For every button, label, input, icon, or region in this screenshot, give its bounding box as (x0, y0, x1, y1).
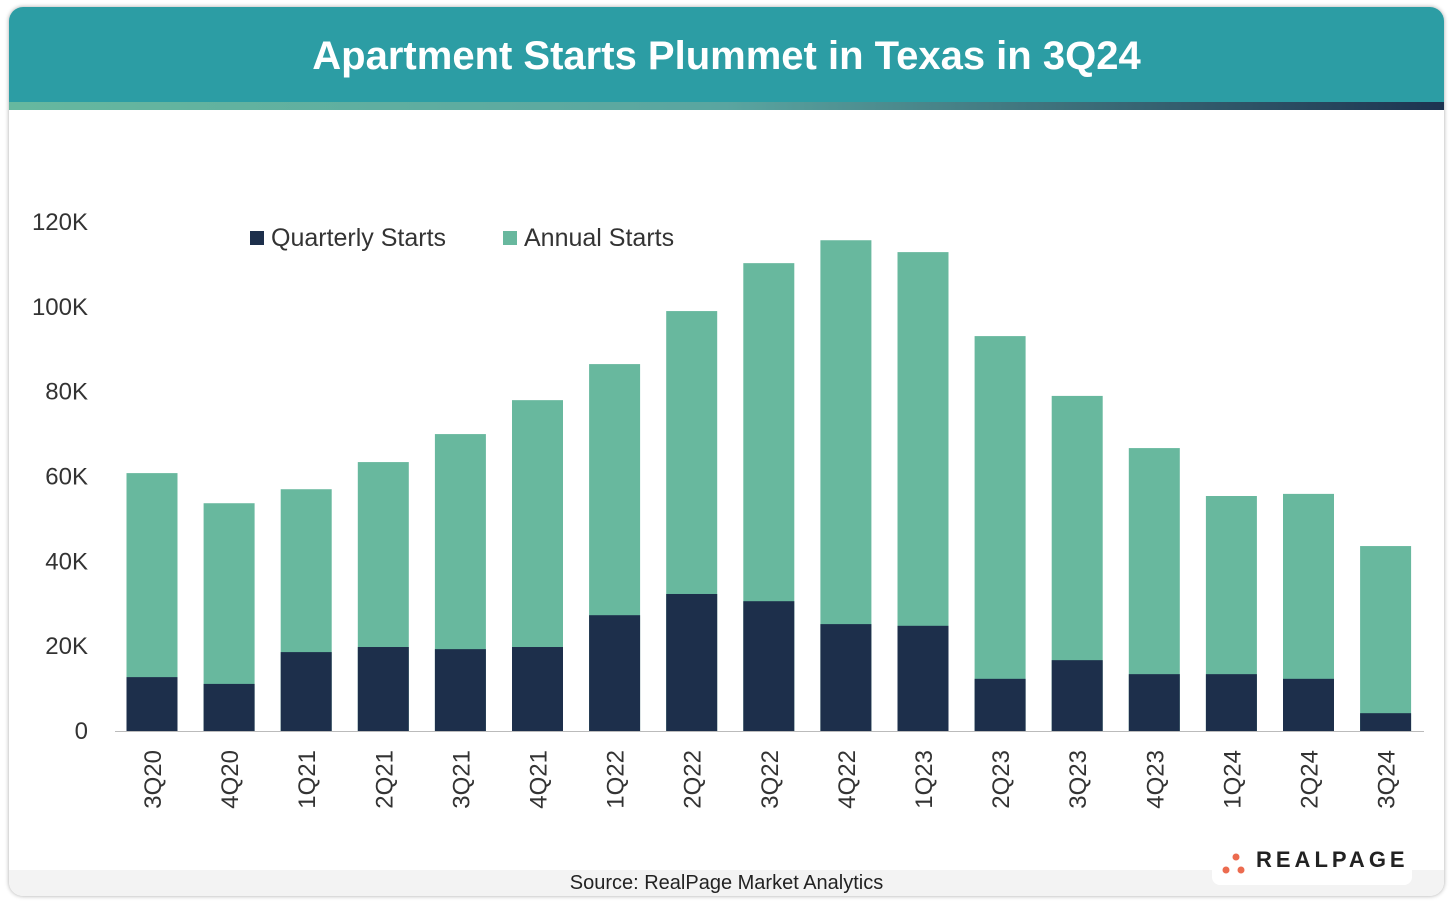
bar-quarterly-starts (666, 593, 718, 731)
x-tick-label: 1Q24 (1219, 750, 1246, 809)
y-tick-label: 80K (45, 379, 88, 406)
bar-quarterly-starts (820, 624, 872, 731)
bar-quarterly-starts (1360, 713, 1412, 731)
bar-quarterly-starts (743, 601, 795, 731)
bar-annual-starts (974, 336, 1026, 731)
x-tick-label: 3Q21 (448, 750, 475, 809)
footer-bar (9, 870, 1444, 896)
y-tick-label: 20K (45, 633, 88, 660)
x-tick-label: 4Q23 (1142, 750, 1169, 809)
bar-quarterly-starts (1205, 674, 1257, 731)
y-tick-label: 100K (32, 294, 88, 321)
x-tick-label: 4Q20 (217, 750, 244, 809)
logo-text: REALPAGE (1256, 847, 1409, 872)
y-tick-label: 0 (75, 718, 88, 745)
x-tick-label: 1Q22 (603, 750, 630, 809)
source-note: Source: RealPage Market Analytics (569, 872, 884, 894)
bar-quarterly-starts (1283, 678, 1334, 731)
x-tick-label: 3Q23 (1065, 750, 1092, 809)
bar-quarterly-starts (434, 649, 486, 731)
bar-quarterly-starts (203, 683, 255, 731)
bar-annual-starts (1360, 546, 1412, 731)
x-tick-label: 3Q24 (1374, 750, 1401, 809)
y-tick-label: 120K (32, 209, 88, 236)
x-tick-label: 2Q21 (371, 750, 398, 809)
y-tick-label: 60K (45, 464, 88, 491)
bar-quarterly-starts (512, 647, 563, 731)
x-tick-label: 2Q23 (988, 750, 1015, 809)
bar-quarterly-starts (126, 677, 178, 731)
legend-swatch-annual (503, 231, 517, 245)
bar-quarterly-starts (897, 625, 949, 731)
bar-quarterly-starts (1128, 674, 1180, 731)
legend-swatch-quarterly (250, 231, 264, 245)
x-tick-label: 2Q24 (1297, 750, 1324, 809)
legend-label-annual: Annual Starts (524, 224, 674, 252)
header-bar (9, 7, 1444, 102)
bar-quarterly-starts (280, 652, 332, 731)
bar-quarterly-starts (1051, 660, 1103, 731)
page-title: Apartment Starts Plummet in Texas in 3Q2… (312, 34, 1141, 78)
y-tick-label: 40K (45, 548, 88, 575)
header-stripe (9, 102, 1444, 110)
x-tick-label: 2Q22 (680, 750, 707, 809)
x-tick-label: 3Q20 (140, 750, 167, 809)
chart-card: Apartment Starts Plummet in Texas in 3Q2… (9, 7, 1444, 896)
x-tick-label: 3Q22 (757, 750, 784, 809)
bar-quarterly-starts (357, 647, 409, 731)
logo-dots-icon (1222, 853, 1245, 874)
realpage-logo: REALPAGE (1212, 845, 1412, 885)
bar-quarterly-starts (974, 678, 1026, 731)
x-tick-label: 4Q22 (834, 750, 861, 809)
x-tick-label: 1Q21 (294, 750, 321, 809)
legend-label-quarterly: Quarterly Starts (271, 224, 446, 252)
x-tick-label: 4Q21 (526, 750, 553, 809)
x-tick-label: 1Q23 (911, 750, 938, 809)
bar-quarterly-starts (589, 615, 641, 731)
